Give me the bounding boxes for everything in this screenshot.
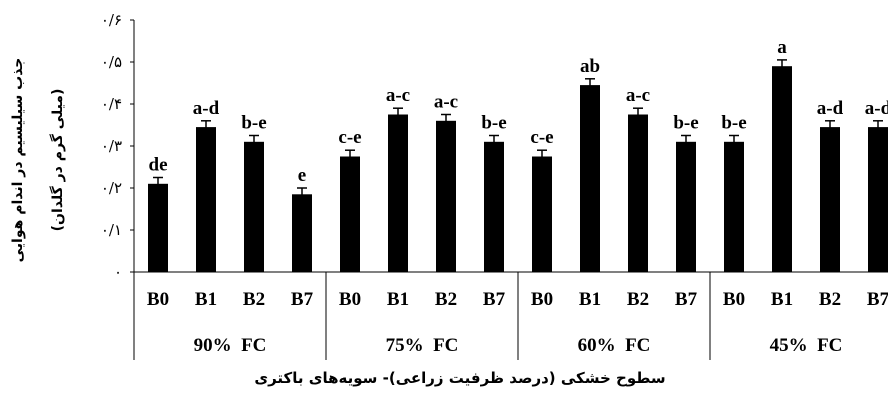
significance-letter: a-c [626,85,650,106]
category-label: B1 [195,289,217,310]
bar [244,141,264,272]
category-label: B7 [291,289,314,310]
bar [436,120,456,272]
bar [292,194,312,272]
significance-letter: c-e [338,127,361,148]
category-label: B1 [387,289,409,310]
group-label: 60% FC [578,335,651,356]
significance-letter: a-d [817,98,844,119]
group-label: 45% FC [770,335,843,356]
y-tick-label: ۰ [114,263,122,281]
bar [532,156,552,272]
category-label: B0 [723,289,745,310]
bar [820,127,840,272]
y-tick-label: ۰/۵ [101,53,122,71]
bar [868,127,888,272]
bar [484,141,504,272]
y-axis-title: جذب سیلیسیم در اندام هوایی [10,58,26,263]
significance-letter: b-e [481,113,506,134]
group-labels: 90% FC 75% FC 60% FC 45% FC [194,335,843,356]
y-tick-label: ۰/۴ [101,95,122,113]
significance-letter: a-d [193,98,220,119]
significance-letter: de [149,155,168,176]
significance-letter: b-e [241,113,266,134]
group-label: 75% FC [386,335,459,356]
bar [388,114,408,272]
significance-letter: a-c [434,92,458,113]
bar [772,66,792,272]
category-label: B7 [483,289,506,310]
bar [580,85,600,272]
bar [148,183,168,272]
bar [340,156,360,272]
category-label: B2 [435,289,457,310]
y-tick-label: ۰/۶ [101,11,122,29]
category-label: B7 [675,289,698,310]
significance-letter: a-d [865,98,888,119]
y-axis-unit: (میلی گرم در گلدان) [49,89,66,232]
category-label: B2 [627,289,649,310]
category-label: B0 [339,289,361,310]
category-label: B2 [243,289,265,310]
category-label: B0 [147,289,169,310]
bars: de a-d b-e e c-e a-c a-c b-e c-e ab a-c b-e b-e a a-d a… [148,37,888,272]
y-tick-label: ۰/۱ [101,221,122,239]
significance-letter: a-c [386,85,410,106]
significance-letter: a [777,37,787,58]
bar [676,141,696,272]
significance-letter: ab [580,56,600,77]
y-axis-ticks: ۰ ۰/۱ ۰/۲ ۰/۳ ۰/۴ ۰/۵ ۰/۶ [101,11,134,281]
significance-letter: b-e [721,113,746,134]
significance-letter: b-e [673,113,698,134]
y-tick-label: ۰/۲ [101,179,122,197]
group-label: 90% FC [194,335,267,356]
category-label: B0 [531,289,553,310]
bar [196,127,216,272]
bar [724,141,744,272]
category-labels: B0 B1 B2 B7 B0 B1 B2 B7 B0 B1 B2 B7 B0 B1 B2 B7 [147,289,888,310]
x-axis-title: سطوح خشکی (درصد ظرفیت زراعی)- سویه‌های ب… [254,369,665,387]
category-label: B1 [579,289,601,310]
category-label: B2 [819,289,841,310]
significance-letter: c-e [530,127,553,148]
category-label: B7 [867,289,888,310]
bar [628,114,648,272]
category-label: B1 [771,289,793,310]
y-tick-label: ۰/۳ [101,137,122,155]
significance-letter: e [298,165,306,186]
